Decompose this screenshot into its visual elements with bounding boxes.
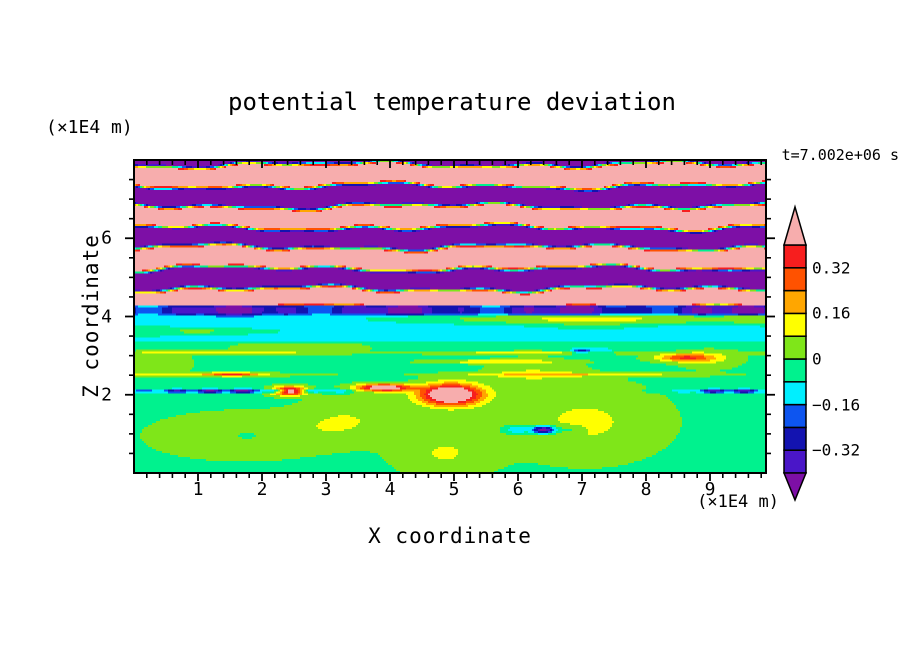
x-tick-label: 8 — [640, 479, 652, 500]
x-tick-label: 6 — [512, 479, 524, 500]
x-tick-label: 9 — [704, 479, 716, 500]
colorbar-tick-label: 0.16 — [812, 303, 851, 323]
colorbar-tick-label: −0.32 — [812, 440, 861, 460]
colorbar-tick-label: 0 — [812, 349, 822, 369]
time-stamp-label: t=7.002e+06 s — [781, 146, 899, 164]
colorbar-tick-label: 0.32 — [812, 258, 851, 278]
z-axis-unit-label: (×1E4 m) — [46, 117, 133, 138]
z-tick-label: 2 — [101, 384, 112, 406]
x-tick-label: 7 — [576, 479, 588, 500]
x-tick-label: 5 — [448, 479, 460, 500]
x-tick-label: 4 — [384, 479, 396, 500]
x-axis-unit-label: (×1E4 m) — [697, 492, 779, 512]
plot-area — [134, 160, 766, 473]
z-tick-label: 6 — [101, 227, 112, 249]
z-tick-label: 4 — [101, 306, 112, 327]
page-title: potential temperature deviation — [228, 88, 676, 116]
heatmap-field — [134, 160, 766, 473]
x-tick-label: 3 — [320, 479, 332, 500]
colorbar-tick-label: −0.16 — [812, 395, 861, 415]
x-axis-label: X coordinate — [368, 524, 532, 548]
x-tick-label: 1 — [192, 479, 204, 500]
x-tick-label: 2 — [256, 479, 268, 500]
